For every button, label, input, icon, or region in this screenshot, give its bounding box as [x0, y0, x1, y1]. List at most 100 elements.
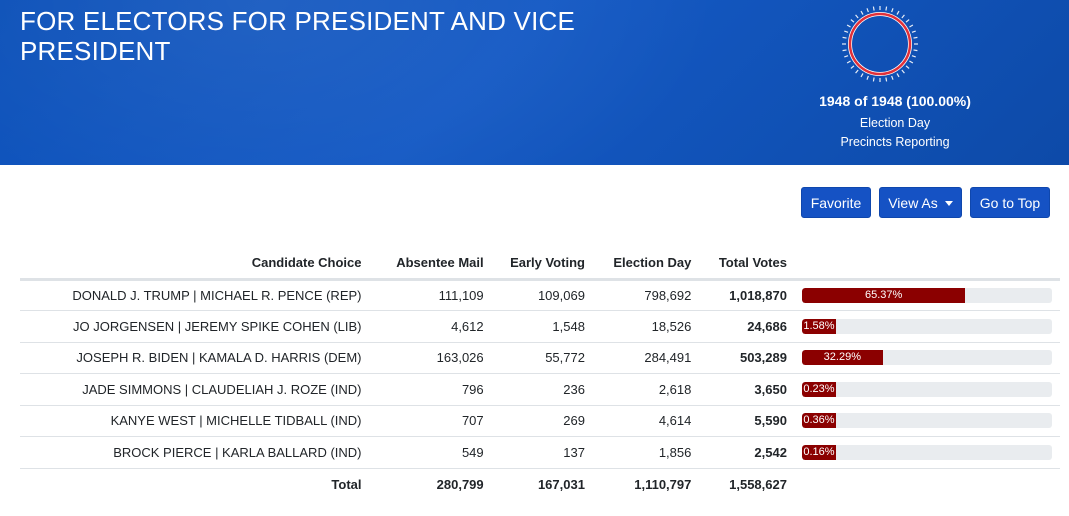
gauge-tick: [911, 30, 916, 33]
early-voting-votes: 236: [491, 373, 593, 406]
election-day-votes: 284,491: [592, 342, 700, 374]
percent-bar-cell: 32.29%: [794, 342, 1060, 374]
favorite-button[interactable]: Favorite: [801, 187, 871, 218]
candidate-name: JOSEPH R. BIDEN | KAMALA D. HARRIS (DEM): [20, 342, 370, 374]
percent-bar-cell: 0.23%: [794, 373, 1060, 406]
gauge-tick: [872, 77, 875, 82]
gauge-tick: [846, 24, 851, 28]
gauge-tick: [855, 69, 859, 74]
early-voting-votes: 109,069: [491, 279, 593, 311]
percent-bar-cell: 65.37%: [794, 279, 1060, 311]
reporting-gauge-icon: [842, 6, 918, 82]
election-day-votes: 18,526: [592, 310, 700, 343]
gauge-tick: [866, 8, 869, 13]
gauge-tick: [911, 55, 916, 58]
gauge-tick: [901, 14, 905, 19]
candidate-name: BROCK PIERCE | KARLA BALLARD (IND): [20, 436, 370, 469]
percent-bar-fill: 0.16%: [801, 444, 836, 460]
table-header-row: Candidate Choice Absentee Mail Early Vot…: [20, 248, 1060, 281]
gauge-tick: [846, 60, 851, 64]
go-to-top-button-label: Go to Top: [979, 195, 1041, 211]
gauge-tick: [872, 6, 875, 11]
gauge-tick: [842, 49, 847, 52]
table-row: DONALD J. TRUMP | MICHAEL R. PENCE (REP)…: [20, 279, 1060, 311]
total-votes: 2,542: [699, 436, 795, 469]
absentee-mail-votes: 796: [369, 373, 492, 406]
header-absentee-mail: Absentee Mail: [369, 248, 492, 281]
table-row: BROCK PIERCE | KARLA BALLARD (IND) 549 1…: [20, 436, 1060, 469]
favorite-button-label: Favorite: [810, 195, 862, 211]
reporting-count: 1948 of 1948 (100.00%): [819, 93, 971, 109]
results-table: Candidate Choice Absentee Mail Early Vot…: [20, 248, 1060, 500]
gauge-tick: [842, 36, 847, 39]
totals-empty-cell: [795, 468, 1060, 500]
percent-bar-track: 32.29%: [801, 350, 1052, 366]
go-to-top-button[interactable]: Go to Top: [970, 187, 1050, 218]
gauge-tick: [896, 73, 900, 78]
percent-bar-fill: 65.37%: [801, 287, 966, 303]
reporting-type: Election Day: [859, 116, 931, 130]
totals-row: Total 280,799 167,031 1,110,797 1,558,627: [20, 468, 1060, 500]
gauge-tick: [909, 24, 914, 28]
gauge-tick: [913, 49, 918, 52]
gauge-tick: [905, 65, 910, 69]
gauge-tick: [855, 14, 859, 19]
early-voting-votes: 55,772: [491, 342, 593, 374]
gauge-tick: [866, 75, 869, 80]
table-row: JOSEPH R. BIDEN | KAMALA D. HARRIS (DEM)…: [20, 342, 1060, 374]
total-votes: 3,650: [699, 373, 795, 406]
header-total-votes: Total Votes: [699, 248, 795, 281]
view-as-dropdown-button[interactable]: View As: [879, 187, 962, 218]
gauge-tick: [901, 69, 905, 74]
percent-bar-cell: 1.58%: [794, 310, 1060, 343]
header-candidate-choice: Candidate Choice: [20, 248, 370, 281]
early-voting-votes: 137: [491, 436, 593, 469]
gauge-tick: [850, 65, 855, 69]
totals-election-day: 1,110,797: [634, 476, 692, 492]
gauge-tick: [850, 19, 855, 23]
candidate-name: KANYE WEST | MICHELLE TIDBALL (IND): [20, 405, 370, 437]
gauge-tick: [860, 10, 864, 15]
percent-bar-track: 1.58%: [801, 318, 1052, 334]
gauge-tick: [896, 10, 900, 15]
gauge-tick: [885, 77, 888, 82]
percent-bar-track: 0.23%: [801, 381, 1052, 397]
absentee-mail-votes: 4,612: [369, 310, 492, 343]
candidate-name: DONALD J. TRUMP | MICHAEL R. PENCE (REP): [20, 279, 370, 311]
table-row: KANYE WEST | MICHELLE TIDBALL (IND) 707 …: [20, 405, 1060, 437]
percent-bar-fill: 0.36%: [801, 413, 836, 429]
percent-bar-fill: 1.58%: [801, 318, 836, 334]
percent-bar-track: 0.36%: [801, 413, 1052, 429]
gauge-tick: [905, 19, 910, 23]
header-percent-bar: [794, 248, 1060, 281]
gauge-tick: [885, 6, 888, 11]
election-day-votes: 1,856: [592, 436, 700, 469]
table-row: JO JORGENSEN | JEREMY SPIKE COHEN (LIB) …: [20, 310, 1060, 343]
candidate-name: JADE SIMMONS | CLAUDELIAH J. ROZE (IND): [20, 373, 370, 406]
total-votes: 24,686: [699, 310, 795, 343]
early-voting-votes: 1,548: [491, 310, 593, 343]
percent-bar-cell: 0.16%: [794, 436, 1060, 469]
gauge-tick: [844, 30, 849, 33]
absentee-mail-votes: 549: [369, 436, 492, 469]
page-header: FOR ELECTORS FOR PRESIDENT AND VICE PRES…: [0, 0, 1069, 165]
gauge-tick: [844, 55, 849, 58]
table-row: JADE SIMMONS | CLAUDELIAH J. ROZE (IND) …: [20, 373, 1060, 406]
absentee-mail-votes: 111,109: [369, 279, 492, 311]
totals-early-voting: 167,031: [537, 476, 585, 492]
totals-total-votes: 1,558,627: [729, 476, 787, 492]
early-voting-votes: 269: [491, 405, 593, 437]
election-day-votes: 2,618: [592, 373, 700, 406]
percent-bar-track: 0.16%: [801, 444, 1052, 460]
percent-bar-track: 65.37%: [801, 287, 1052, 303]
gauge-tick: [860, 73, 864, 78]
gauge-tick: [891, 8, 894, 13]
percent-bar-fill: 0.23%: [801, 381, 836, 397]
candidate-name: JO JORGENSEN | JEREMY SPIKE COHEN (LIB): [20, 310, 370, 343]
gauge-tick: [891, 75, 894, 80]
header-election-day: Election Day: [592, 248, 700, 281]
precincts-reporting: 1948 of 1948 (100.00%) Election Day Prec…: [790, 0, 1000, 165]
percent-bar-fill: 32.29%: [801, 350, 883, 366]
absentee-mail-votes: 163,026: [369, 342, 492, 374]
total-votes: 503,289: [699, 342, 795, 374]
